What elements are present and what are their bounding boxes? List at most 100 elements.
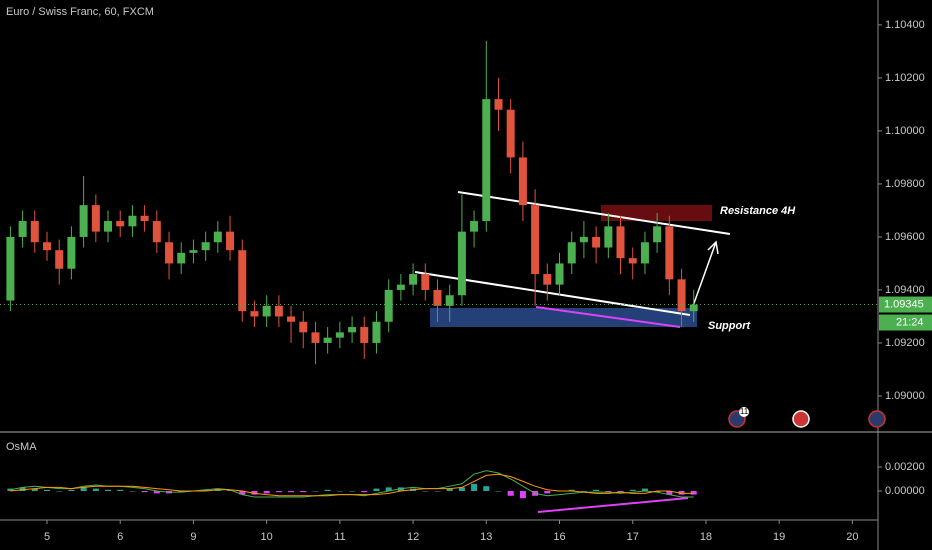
x-tick-label: 10 [261,531,273,543]
event-icon[interactable] [868,410,886,428]
candle-body [396,284,405,290]
histogram-bar [434,490,441,492]
histogram-bar [617,490,624,493]
candle-body [567,242,576,264]
candle-body [116,221,125,227]
y-tick-label: 1.09400 [885,284,925,296]
histogram-bar [324,489,331,491]
candle-body [372,321,381,343]
histogram-bar [593,489,600,491]
candle-body [30,221,39,243]
candle-body [287,316,296,322]
candle-body [628,258,637,264]
histogram-bar [336,490,343,492]
histogram-bar [678,490,685,495]
candle-body [323,337,332,343]
histogram-bar [153,490,160,494]
x-tick-label: 9 [190,531,196,543]
candle-body [482,99,491,222]
histogram-bar [519,490,526,499]
candle-body [128,215,137,227]
candle-body [689,304,698,312]
arrow [692,240,719,307]
histogram-bar [141,490,148,493]
histogram-bar [471,483,478,491]
histogram-bar [580,490,587,492]
candle-body [18,221,27,237]
x-tick-label: 11 [334,531,345,543]
resistance-zone [601,205,712,221]
histogram-bar [361,490,368,493]
candle-body [445,295,454,306]
histogram-bar [422,490,429,492]
candle-body [384,289,393,322]
indicator-title: OsMA [6,441,37,453]
histogram-bar [483,486,490,491]
candle-body [67,236,76,269]
candle-body [665,226,674,280]
x-tick-label: 13 [480,531,492,543]
candle-body [421,274,430,290]
histogram-bar [288,490,295,493]
histogram-bar [68,489,75,491]
countdown-label: 21:24 [896,316,924,328]
candle-body [311,332,320,343]
x-tick-label: 6 [117,531,123,543]
histogram-bar [349,490,356,492]
annotation: Support [708,320,751,332]
candle-body [6,236,15,301]
y-tick-label: 0.00000 [885,485,925,497]
candle-body [653,226,662,243]
histogram-bar [629,489,636,491]
candle-body [274,305,283,317]
histogram-bar [507,490,514,496]
candle-body [103,221,112,232]
candle-body [494,99,503,110]
x-tick-label: 18 [700,531,712,543]
badge [739,407,749,417]
histogram-bar [117,489,124,491]
histogram-bar [202,489,209,491]
candle-body [506,109,515,158]
badge-count: 11 [740,407,749,416]
histogram-bar [178,490,185,493]
divergence-line [535,306,681,328]
candle-body [140,215,149,222]
histogram-bar [227,489,234,491]
candle-body [262,305,271,317]
candle-body [616,226,625,259]
candle-body [579,236,588,243]
annotation: Resistance 4H [720,205,796,217]
y-tick-label: 1.10400 [885,19,925,31]
histogram-bar [275,490,282,493]
candle-body [43,242,52,251]
histogram-bar [239,490,246,495]
y-tick-label: 1.09800 [885,178,925,190]
histogram-bar [446,488,453,491]
indicator-line [10,473,694,497]
y-tick-label: 0.00200 [885,461,925,473]
countdown-box [879,314,932,331]
event-icon[interactable] [792,410,810,428]
chart-title: Euro / Swiss Franc, 60, FXCM [6,6,154,18]
candle-body [226,231,235,251]
histogram-bar [19,487,26,491]
candle-body [555,263,564,285]
candle-body [165,242,174,264]
histogram-bar [654,490,661,493]
candle-body [91,205,100,232]
histogram-bar [458,487,465,491]
candle-body [250,311,259,317]
histogram-bar [129,490,136,492]
histogram-bar [44,489,51,491]
candle-body [677,279,686,312]
divergence-line [537,497,689,513]
histogram-bar [641,488,648,491]
histogram-bar [605,490,612,493]
histogram-bar [385,487,392,491]
x-tick-label: 20 [846,531,858,543]
histogram-bar [31,488,38,491]
histogram-bar [397,487,404,491]
